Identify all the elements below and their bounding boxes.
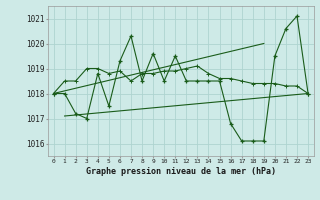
- X-axis label: Graphe pression niveau de la mer (hPa): Graphe pression niveau de la mer (hPa): [86, 167, 276, 176]
